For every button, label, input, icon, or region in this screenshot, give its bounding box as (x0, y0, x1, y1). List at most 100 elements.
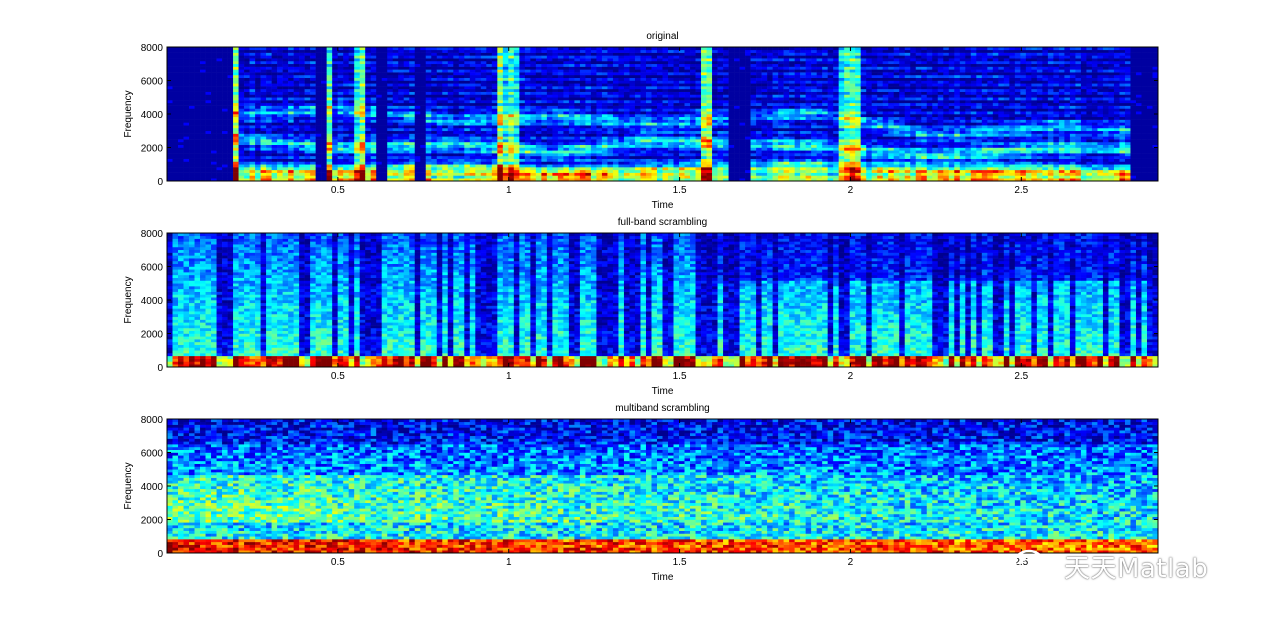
heatmap-cell (552, 81, 558, 84)
heatmap-cell (481, 103, 487, 106)
heatmap-cell (338, 134, 344, 137)
heatmap-cell (492, 148, 498, 151)
heatmap-cell (563, 72, 569, 75)
heatmap-cell (552, 89, 558, 92)
heatmap-cell (558, 161, 564, 164)
heatmap-cell (729, 173, 735, 176)
heatmap-cell (206, 148, 212, 151)
heatmap-cell (244, 81, 250, 84)
heatmap-cell (217, 83, 223, 86)
heatmap-cell (321, 173, 327, 176)
heatmap-cell (233, 72, 239, 75)
heatmap-cell (685, 72, 691, 75)
heatmap-cell (255, 55, 261, 58)
heatmap-cell (299, 142, 305, 145)
heatmap-cell (514, 159, 520, 162)
heatmap-cell (398, 64, 404, 67)
heatmap-cell (266, 78, 272, 81)
heatmap-cell (184, 167, 190, 170)
heatmap-cell (519, 50, 525, 53)
heatmap-cell (233, 128, 239, 131)
heatmap-cell (327, 164, 333, 167)
heatmap-cell (651, 89, 657, 92)
heatmap-cell (596, 64, 602, 67)
heatmap-cell (316, 55, 322, 58)
heatmap-cell (679, 142, 685, 145)
heatmap-cell (250, 61, 256, 64)
heatmap-cell (321, 100, 327, 103)
heatmap-cell (613, 145, 619, 148)
heatmap-cell (481, 111, 487, 114)
heatmap-cell (376, 100, 382, 103)
heatmap-cell (481, 72, 487, 75)
heatmap-cell (382, 75, 388, 78)
heatmap-cell (255, 92, 261, 95)
heatmap-cell (508, 173, 514, 176)
heatmap-cell (723, 134, 729, 137)
heatmap-cell (283, 125, 289, 128)
heatmap-cell (663, 86, 669, 89)
heatmap-cell (431, 81, 437, 84)
heatmap-cell (387, 67, 393, 70)
heatmap-cell (525, 142, 531, 145)
heatmap-cell (613, 72, 619, 75)
heatmap-cell (629, 111, 635, 114)
heatmap-cell (294, 139, 300, 142)
heatmap-cell (629, 136, 635, 139)
heatmap-cell (266, 161, 272, 164)
heatmap-cell (640, 58, 646, 61)
heatmap-cell (602, 61, 608, 64)
heatmap-cell (184, 142, 190, 145)
spectrogram-panel-1: 0.5 1 1.5 2 2.502000400060008000originalTime… (123, 31, 1158, 211)
heatmap-cell (184, 153, 190, 156)
heatmap-cell (525, 64, 531, 67)
heatmap-cell (173, 69, 179, 72)
heatmap-cell (294, 150, 300, 153)
heatmap-cell (354, 61, 360, 64)
heatmap-cell (338, 120, 344, 123)
heatmap-cell (442, 106, 448, 109)
heatmap-cell (360, 97, 366, 100)
heatmap-cell (305, 128, 311, 131)
heatmap-cell (404, 131, 410, 134)
heatmap-cell (431, 58, 437, 61)
heatmap-cell (195, 86, 201, 89)
heatmap-cell (640, 78, 646, 81)
heatmap-cell (541, 86, 547, 89)
heatmap-cell (453, 78, 459, 81)
heatmap-cell (729, 111, 735, 114)
heatmap-cell (173, 150, 179, 153)
heatmap-cell (718, 97, 724, 100)
heatmap-cell (657, 134, 663, 137)
heatmap-cell (277, 173, 283, 176)
heatmap-cell (734, 69, 740, 72)
heatmap-cell (497, 103, 503, 106)
heatmap-cell (261, 61, 267, 64)
heatmap-cell (349, 106, 355, 109)
heatmap-cell (668, 156, 674, 159)
heatmap-cell (222, 72, 228, 75)
heatmap-cell (431, 103, 437, 106)
heatmap-cell (448, 159, 454, 162)
heatmap-cell (602, 139, 608, 142)
heatmap-cell (321, 156, 327, 159)
heatmap-cell (580, 111, 586, 114)
heatmap-cell (206, 100, 212, 103)
heatmap-cell (635, 100, 641, 103)
heatmap-cell (712, 94, 718, 97)
heatmap-cell (723, 81, 729, 84)
heatmap-cell (294, 111, 300, 114)
heatmap-cell (580, 170, 586, 173)
heatmap-cell (508, 67, 514, 70)
heatmap-cell (602, 134, 608, 137)
heatmap-cell (393, 111, 399, 114)
heatmap-cell (707, 69, 713, 72)
heatmap-cell (712, 164, 718, 167)
heatmap-cell (629, 114, 635, 117)
heatmap-cell (376, 78, 382, 81)
heatmap-cell (585, 64, 591, 67)
heatmap-cell (217, 148, 223, 151)
heatmap-cell (442, 92, 448, 95)
heatmap-cell (536, 58, 542, 61)
heatmap-cell (316, 69, 322, 72)
